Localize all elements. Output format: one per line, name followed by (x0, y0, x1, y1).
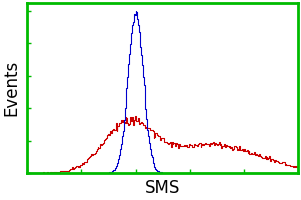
X-axis label: SMS: SMS (145, 179, 180, 197)
Y-axis label: Events: Events (3, 60, 21, 116)
